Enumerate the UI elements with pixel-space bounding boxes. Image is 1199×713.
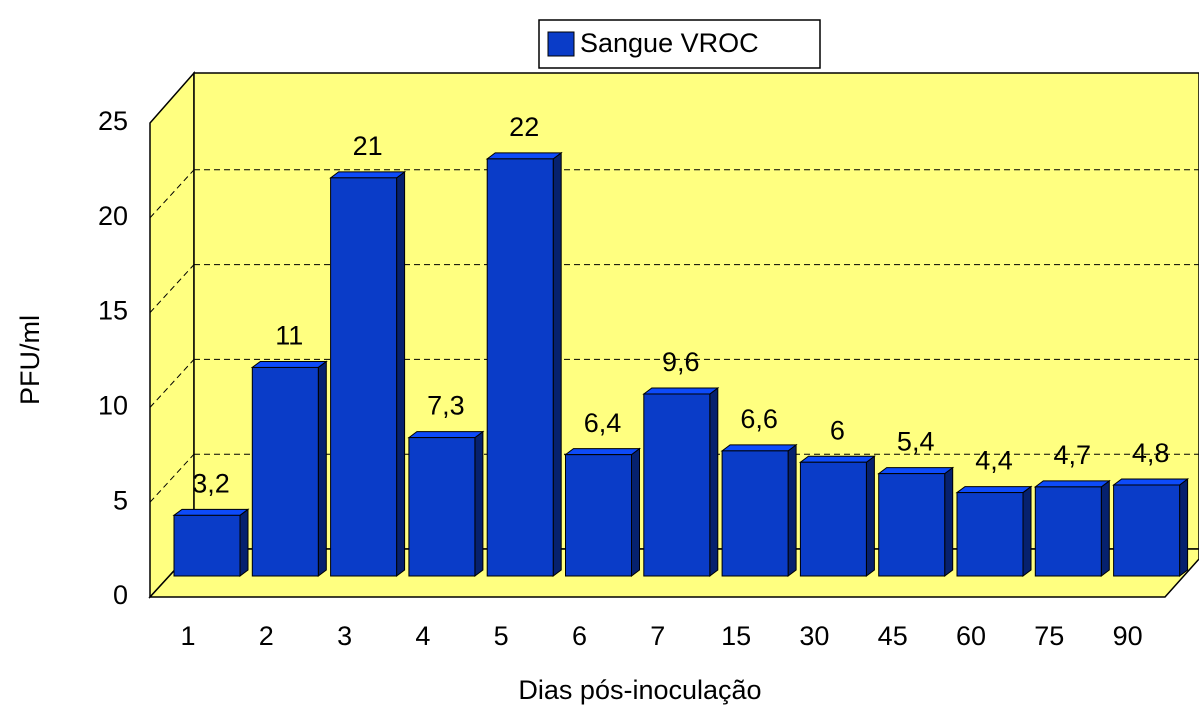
- data-label: 6: [830, 415, 845, 445]
- bar-side: [239, 508, 249, 577]
- bar: [1033, 479, 1111, 577]
- bar: [564, 447, 641, 577]
- y-tick-label: 20: [98, 201, 128, 231]
- bar-top: [1112, 478, 1190, 486]
- legend-label: Sangue VROC: [580, 28, 759, 58]
- bar-front: [408, 437, 476, 577]
- bar-side: [552, 151, 562, 577]
- data-label: 4,8: [1132, 438, 1170, 468]
- bar-side: [317, 360, 327, 577]
- bar-top: [407, 431, 485, 439]
- bar-side: [865, 455, 875, 577]
- data-label: 9,6: [662, 347, 700, 377]
- x-tick-label: 4: [415, 621, 430, 651]
- bar-top: [329, 171, 407, 179]
- grid-line: [149, 453, 195, 503]
- y-tick-label: 0: [113, 580, 128, 610]
- bar-top: [172, 508, 250, 516]
- y-tick-label: 25: [98, 106, 128, 136]
- bar: [407, 430, 485, 577]
- bars: [172, 151, 1190, 577]
- x-tick-label: 30: [799, 621, 829, 651]
- data-label: 4,7: [1054, 440, 1092, 470]
- bar-top: [1033, 480, 1111, 488]
- x-axis-title: Dias pós-inoculação: [518, 675, 761, 705]
- y-tick-label: 5: [113, 485, 128, 515]
- data-label: 4,4: [975, 446, 1013, 476]
- bar: [329, 170, 407, 577]
- bar-side: [631, 447, 640, 577]
- bar: [172, 508, 250, 577]
- bar: [1112, 477, 1190, 577]
- x-tick-label: 75: [1034, 621, 1064, 651]
- bar-front: [878, 473, 946, 577]
- bar-top: [877, 467, 955, 475]
- x-tick-label: 15: [721, 621, 751, 651]
- y-tick-label: 10: [98, 391, 128, 421]
- x-tick-label: 60: [956, 621, 986, 651]
- data-label: 6,6: [740, 404, 778, 434]
- bar-front: [799, 461, 867, 577]
- data-label: 3,2: [192, 468, 230, 498]
- bar-front: [643, 393, 711, 577]
- bar-top: [250, 360, 328, 368]
- x-tick-label: 7: [650, 621, 665, 651]
- x-tick-label: 90: [1113, 621, 1143, 651]
- bar-front: [251, 366, 319, 577]
- bar-side: [709, 386, 719, 577]
- data-label: 21: [353, 131, 383, 161]
- bar-top: [720, 444, 798, 452]
- data-label: 11: [275, 321, 303, 351]
- grid-line: [149, 359, 195, 408]
- bar-top: [642, 387, 720, 395]
- x-tick-label: 2: [259, 621, 274, 651]
- back-wall: [193, 72, 1199, 550]
- legend: [538, 19, 821, 69]
- bar: [798, 455, 876, 577]
- y-tick-label: 15: [98, 296, 128, 326]
- bar: [877, 466, 955, 577]
- data-label: 5,4: [897, 427, 935, 457]
- x-tick-label: 6: [572, 621, 587, 651]
- bar: [485, 151, 563, 577]
- bar-front: [1113, 484, 1181, 577]
- bar: [720, 443, 798, 577]
- bar: [250, 360, 328, 577]
- x-tick-label: 1: [180, 621, 195, 651]
- grid-line: [149, 264, 195, 313]
- bar-side: [474, 430, 484, 577]
- bar-side: [396, 170, 406, 577]
- bar-side: [787, 443, 797, 577]
- bar-front: [1034, 486, 1102, 577]
- bar-front: [486, 158, 554, 577]
- y-axis-title: PFU/ml: [15, 315, 45, 405]
- data-label: 6,4: [584, 408, 622, 438]
- x-tick-label: 3: [337, 621, 352, 651]
- x-tick-label: 5: [494, 621, 509, 651]
- bar: [642, 386, 720, 577]
- bar-top: [564, 448, 641, 456]
- grid-line: [149, 169, 195, 219]
- bar: [955, 485, 1033, 577]
- bar-side: [1179, 477, 1189, 577]
- bar-front: [565, 454, 632, 577]
- bar-side: [1100, 479, 1110, 577]
- bar-side: [944, 466, 954, 577]
- x-tick-label: 45: [878, 621, 908, 651]
- data-label: 7,3: [427, 391, 465, 421]
- bar-front: [173, 514, 241, 577]
- bar-top: [798, 455, 876, 463]
- bar-front: [721, 450, 789, 577]
- bar-top: [955, 486, 1033, 494]
- bar-front: [956, 492, 1024, 577]
- data-label: 22: [509, 112, 539, 142]
- legend-swatch: [547, 31, 575, 57]
- bar-side: [1022, 485, 1032, 577]
- bar-front: [330, 177, 398, 577]
- bar-top: [485, 152, 563, 160]
